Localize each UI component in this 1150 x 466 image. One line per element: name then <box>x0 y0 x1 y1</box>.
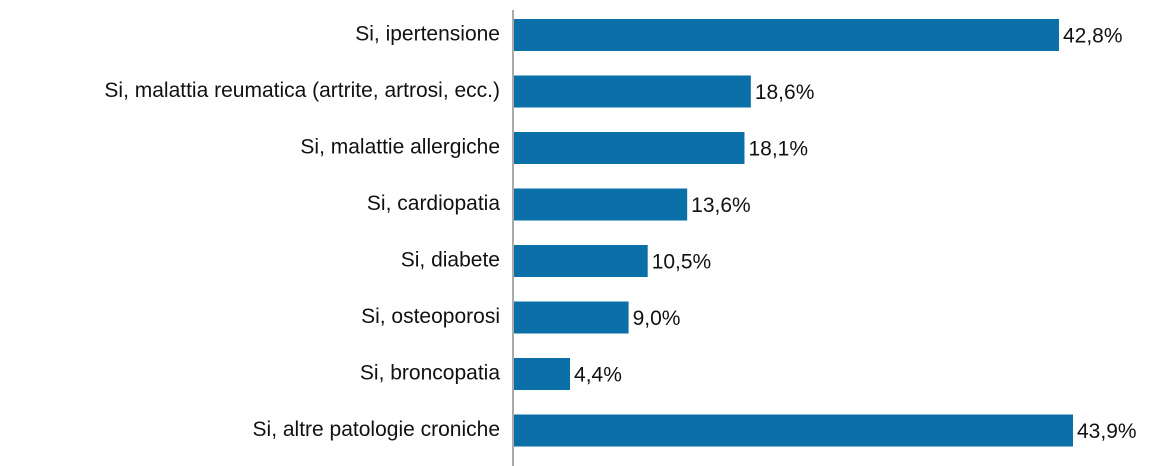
bar <box>514 245 648 277</box>
bar <box>514 19 1059 51</box>
category-label: Si, altre patologie croniche <box>253 418 500 441</box>
value-label: 18,6% <box>755 81 815 104</box>
category-label: Si, diabete <box>401 249 500 272</box>
bar <box>514 301 629 334</box>
bar <box>514 358 571 390</box>
category-label: Si, malattia reumatica (artrite, artrosi… <box>104 79 500 102</box>
value-label: 42,8% <box>1063 25 1123 48</box>
category-label: Si, cardiopatia <box>367 192 500 215</box>
category-label: Si, broncopatia <box>360 362 500 385</box>
value-label: 13,6% <box>691 194 751 217</box>
value-label: 9,0% <box>633 307 681 330</box>
value-label: 18,1% <box>748 138 808 161</box>
bar <box>514 188 688 221</box>
category-label: Si, osteoporosi <box>361 305 500 328</box>
value-label: 4,4% <box>574 364 622 387</box>
bar <box>514 132 745 164</box>
category-label: Si, ipertensione <box>355 23 500 46</box>
value-label: 10,5% <box>652 251 712 274</box>
bar <box>514 414 1073 447</box>
value-label: 43,9% <box>1077 420 1137 443</box>
bar <box>514 75 751 108</box>
category-label: Si, malattie allergiche <box>300 136 500 159</box>
